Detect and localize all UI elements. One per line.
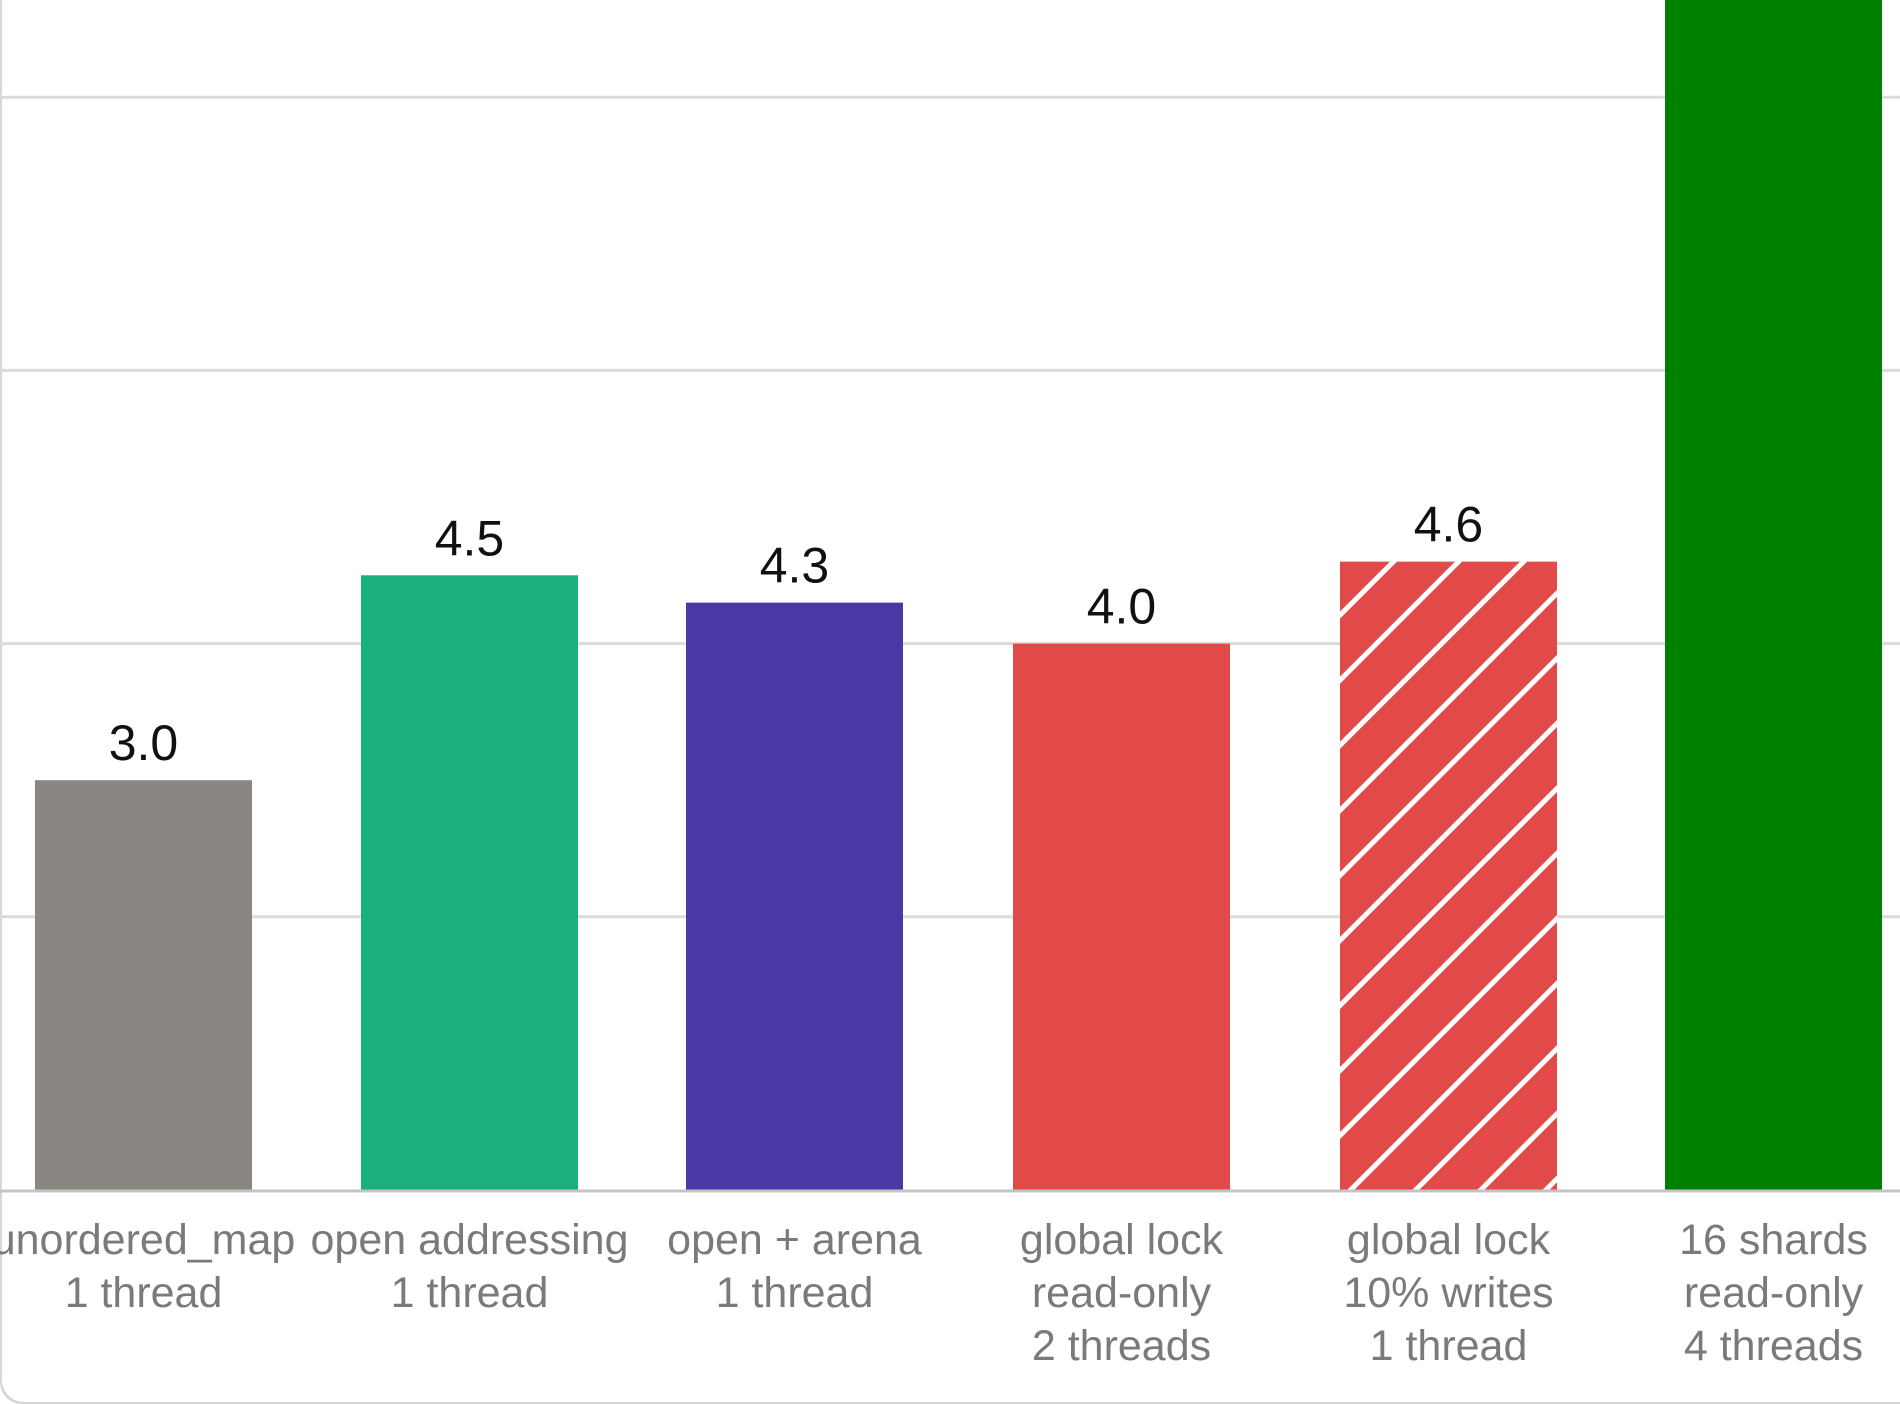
x-tick-label-3: open + arena 1 thread — [667, 1216, 922, 1317]
x-tick-label-line: read-only — [1032, 1269, 1212, 1317]
x-tick-label-line: 1 thread — [716, 1269, 874, 1317]
bar-6 — [1665, 0, 1882, 1190]
x-tick-label-line: 1 thread — [1370, 1322, 1528, 1370]
x-tick-label-line: read-only — [1684, 1269, 1864, 1317]
bar-5 — [1340, 561, 1557, 1190]
x-tick-label-2: open addressing 1 thread — [311, 1216, 629, 1317]
x-tick-label-line: 2 threads — [1032, 1322, 1211, 1370]
bars — [35, 0, 1882, 1190]
x-tick-label-line: unordered_map — [0, 1216, 295, 1264]
x-tick-label-line: global lock — [1347, 1216, 1551, 1264]
value-labels: 3.04.54.34.04.614.7 — [109, 497, 1484, 772]
bar-1 — [35, 780, 252, 1190]
x-tick-label-line: open addressing — [311, 1216, 629, 1264]
bar-4 — [1013, 643, 1230, 1190]
x-tick-label-line: 16 shards — [1679, 1216, 1868, 1264]
x-tick-label-line: open + arena — [667, 1216, 922, 1264]
x-tick-label-5: global lock 10% writes 1 thread — [1343, 1216, 1553, 1370]
x-tick-label-6: 16 shards read-only 4 threads — [1679, 1216, 1868, 1370]
bar-2 — [361, 575, 578, 1190]
x-tick-labels: unordered_map 1 thread open addressing 1 th… — [0, 1216, 1868, 1370]
value-label-3: 4.3 — [760, 538, 830, 594]
x-tick-label-4: global lock read-only 2 threads — [1020, 1216, 1224, 1370]
value-label-5: 4.6 — [1414, 497, 1484, 553]
gridlines — [0, 95, 1900, 919]
x-tick-label-1: unordered_map 1 thread — [0, 1216, 295, 1317]
value-label-4: 4.0 — [1087, 579, 1157, 635]
x-tick-label-line: 1 thread — [391, 1269, 549, 1317]
x-tick-label-line: global lock — [1020, 1216, 1224, 1264]
x-tick-label-line: 10% writes — [1343, 1269, 1553, 1317]
x-tick-label-line: 1 thread — [65, 1269, 223, 1317]
value-label-2: 4.5 — [435, 510, 505, 566]
x-tick-label-line: 4 threads — [1684, 1322, 1863, 1370]
bar-3 — [686, 602, 903, 1190]
value-label-1: 3.0 — [109, 715, 179, 771]
